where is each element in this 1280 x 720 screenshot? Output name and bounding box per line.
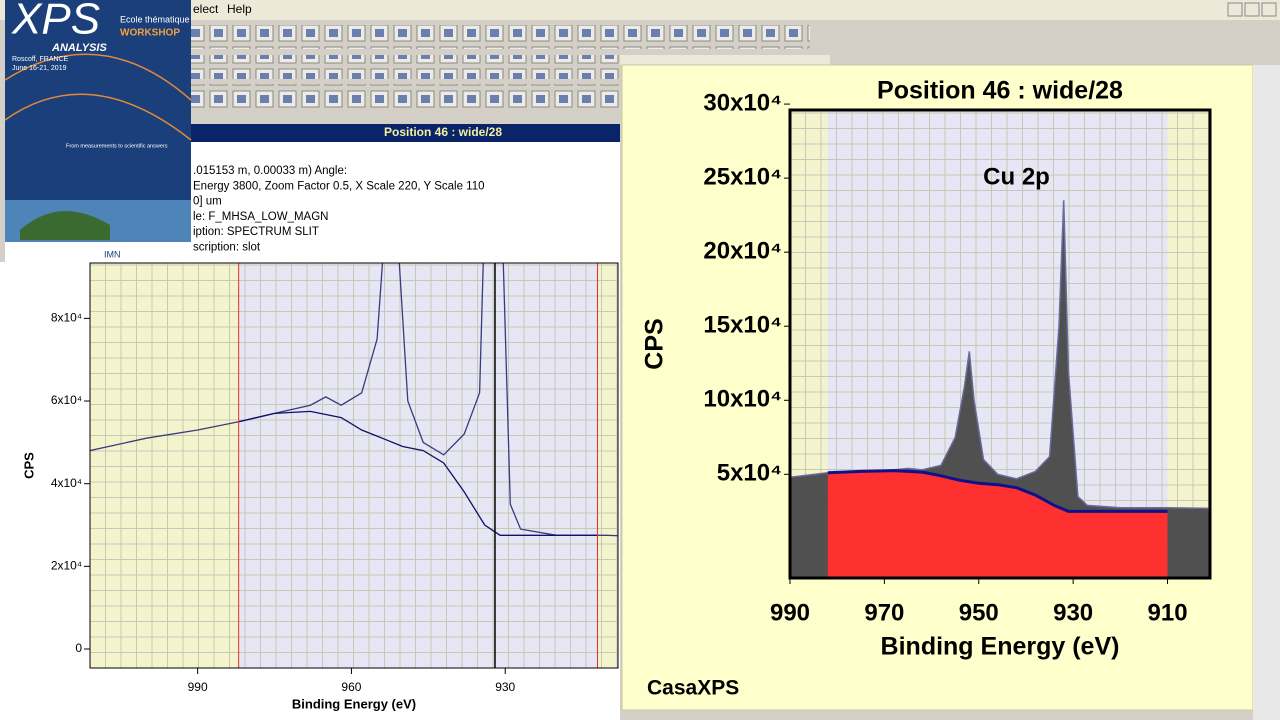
info-line: Energy 3800, Zoom Factor 0.5, X Scale 22… bbox=[193, 180, 485, 192]
x-tick-label: 970 bbox=[864, 599, 904, 626]
y-tick-label: 6x10⁴ bbox=[51, 393, 82, 407]
logo-lab: IMN bbox=[104, 249, 121, 259]
background-area bbox=[827, 470, 1168, 578]
x-axis-label: Binding Energy (eV) bbox=[292, 696, 416, 711]
y-axis-label: CPS bbox=[21, 452, 36, 479]
menu-item[interactable]: Help bbox=[227, 2, 252, 16]
x-tick-label: 930 bbox=[1053, 599, 1093, 626]
plot bbox=[90, 263, 618, 668]
info-line: .015153 m, 0.00033 m) Angle: bbox=[193, 165, 347, 177]
y-tick-label: 30x10⁴ bbox=[703, 89, 782, 116]
toolbar bbox=[620, 55, 830, 65]
info-line: 0] um bbox=[193, 196, 222, 208]
x-tick-label: 950 bbox=[959, 599, 999, 626]
minimize-button[interactable] bbox=[1227, 2, 1243, 17]
logo-footer bbox=[5, 242, 191, 262]
x-axis-label: Binding Energy (eV) bbox=[881, 633, 1120, 661]
x-tick-label: 910 bbox=[1148, 599, 1188, 626]
footer-label: CasaXPS bbox=[647, 677, 739, 700]
y-tick-label: 15x10⁴ bbox=[703, 312, 782, 339]
info-lines: .015153 m, 0.00033 m) Angle: Energy 3800,… bbox=[193, 165, 485, 254]
restore-button[interactable] bbox=[1244, 2, 1260, 17]
window-title: Position 46 : wide/28 bbox=[384, 125, 502, 139]
x-tick-label: 930 bbox=[495, 680, 515, 694]
x-tick-label: 960 bbox=[341, 680, 361, 694]
y-tick-label: 4x10⁴ bbox=[51, 476, 82, 490]
logo-location: Roscoff, FRANCE bbox=[12, 56, 69, 63]
scrollbar[interactable] bbox=[1253, 65, 1280, 720]
right-chart: 990 970 950 930 910 5x10⁴ 10x10⁴ 15x10⁴ 20x10⁴ 25… bbox=[641, 77, 1212, 661]
toolbar[interactable] bbox=[190, 55, 620, 79]
y-tick-label: 8x10⁴ bbox=[51, 311, 82, 325]
window-title-bar bbox=[190, 124, 620, 142]
menu-item[interactable]: elect bbox=[193, 2, 219, 16]
plot-frame bbox=[788, 108, 1212, 580]
annotation: Cu 2p bbox=[983, 163, 1050, 190]
logo-tagline: From measurements to scientific answers bbox=[66, 143, 168, 149]
info-line: iption: SPECTRUM SLIT bbox=[193, 226, 319, 238]
logo-island bbox=[20, 211, 110, 240]
info-line: le: F_MHSA_LOW_MAGN bbox=[193, 211, 328, 223]
y-tick-label: 5x10⁴ bbox=[717, 460, 782, 487]
logo-school: Ecole thématique bbox=[120, 14, 190, 24]
plot-frame bbox=[89, 262, 619, 669]
info-line: scription: slot bbox=[193, 242, 261, 254]
menu-bar bbox=[0, 0, 1280, 20]
spectrum-line bbox=[90, 263, 618, 537]
logo-subtitle: ANALYSIS bbox=[51, 42, 107, 54]
y-tick-label: 0 bbox=[75, 641, 82, 655]
toolbar[interactable] bbox=[190, 84, 620, 108]
background-line bbox=[238, 410, 598, 536]
plot bbox=[790, 110, 1210, 578]
chart-title: Position 46 : wide/28 bbox=[877, 77, 1123, 105]
left-chart: 990 960 930 0 2x10⁴ 4x10⁴ 6x10⁴ 8x10⁴ Binding En… bbox=[21, 262, 619, 711]
logo-title: XPS bbox=[11, 0, 100, 44]
toolbar[interactable] bbox=[190, 25, 810, 49]
y-axis-label: CPS bbox=[641, 318, 669, 369]
x-tick-label: 990 bbox=[188, 680, 208, 694]
x-tick-label: 990 bbox=[770, 599, 810, 626]
info-panel bbox=[190, 142, 620, 262]
background-line bbox=[827, 469, 1168, 513]
region-background bbox=[238, 263, 598, 668]
logo-workshop: WORKSHOP bbox=[120, 28, 180, 39]
close-button[interactable] bbox=[1261, 2, 1277, 17]
y-tick-label: 10x10⁴ bbox=[703, 386, 782, 413]
logo-dates: June 16-21, 2019 bbox=[12, 65, 67, 72]
y-tick-label: 25x10⁴ bbox=[703, 163, 782, 190]
y-tick-label: 2x10⁴ bbox=[51, 559, 82, 573]
logo-curves bbox=[4, 53, 192, 141]
y-tick-label: 20x10⁴ bbox=[703, 238, 782, 265]
